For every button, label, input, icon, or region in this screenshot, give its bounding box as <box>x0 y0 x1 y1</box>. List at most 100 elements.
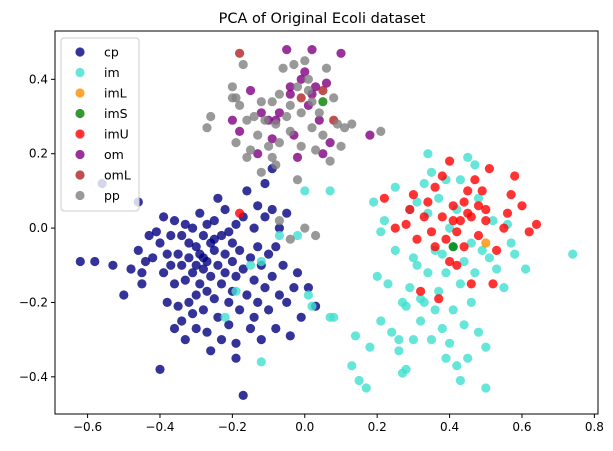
point-om <box>245 85 256 96</box>
point-cp <box>108 260 118 270</box>
point-cp <box>195 279 205 289</box>
point-cp <box>177 316 187 326</box>
point-im <box>394 346 404 356</box>
point-pp <box>285 100 295 110</box>
point-om <box>300 67 310 77</box>
point-imU <box>510 171 520 181</box>
point-im <box>499 283 509 293</box>
point-cp <box>191 242 201 252</box>
point-cp <box>282 297 292 307</box>
point-cp <box>245 323 256 334</box>
point-im <box>470 160 480 170</box>
point-cp <box>180 275 190 285</box>
point-im <box>307 301 317 311</box>
point-pp <box>325 156 335 166</box>
point-imU <box>445 256 455 267</box>
point-imS <box>448 242 458 252</box>
point-im <box>408 335 418 345</box>
point-cp <box>206 346 216 356</box>
point-pp <box>256 167 266 177</box>
point-im <box>347 361 357 371</box>
legend-marker-pp <box>75 190 85 201</box>
point-cp <box>253 201 263 211</box>
point-im <box>256 256 266 267</box>
point-cp <box>126 264 136 274</box>
point-pp <box>285 234 295 244</box>
point-pp <box>249 111 259 122</box>
point-im <box>466 297 476 307</box>
point-cp <box>184 253 194 263</box>
point-cp <box>184 238 194 248</box>
point-pp <box>314 108 324 118</box>
point-im <box>397 297 408 307</box>
point-im <box>423 268 433 278</box>
point-pp <box>274 216 284 226</box>
point-pp <box>256 97 266 107</box>
point-cp <box>220 268 230 278</box>
point-om <box>227 115 237 125</box>
point-im <box>521 264 531 274</box>
point-pp <box>300 56 310 66</box>
legend-label-imU: imU <box>104 127 129 142</box>
point-cp <box>278 260 288 270</box>
point-im <box>459 256 469 267</box>
point-im <box>426 335 437 345</box>
point-pp <box>227 93 237 103</box>
point-im <box>372 271 382 281</box>
legend-marker-cp <box>75 47 85 57</box>
point-im <box>325 186 335 196</box>
point-im <box>354 375 364 386</box>
point-om <box>336 48 346 58</box>
point-cp <box>260 178 270 189</box>
point-cp <box>140 256 151 267</box>
point-cp <box>198 264 208 274</box>
point-cp <box>256 335 266 345</box>
point-pp <box>311 145 321 155</box>
point-cp <box>169 279 180 289</box>
point-imU <box>390 223 400 233</box>
legend-box <box>60 37 140 212</box>
point-om <box>321 78 332 88</box>
point-cp <box>224 320 234 330</box>
point-cp <box>242 186 252 196</box>
point-om <box>282 45 292 55</box>
point-om <box>292 152 303 162</box>
point-imU <box>423 197 433 207</box>
point-im <box>437 323 447 334</box>
legend-marker-imL <box>75 88 85 98</box>
point-cp <box>198 253 208 263</box>
point-im <box>437 249 447 259</box>
point-cp <box>274 290 284 300</box>
point-cp <box>264 249 274 259</box>
point-pp <box>245 145 256 155</box>
point-im <box>419 297 429 307</box>
point-cp <box>191 260 201 270</box>
point-cp <box>144 230 154 241</box>
point-imU <box>477 186 487 196</box>
point-im <box>455 279 465 289</box>
point-im <box>416 316 426 326</box>
point-im <box>376 316 386 326</box>
point-imU <box>448 201 458 211</box>
point-om <box>253 149 263 159</box>
point-om <box>267 134 277 144</box>
point-imU <box>445 156 455 166</box>
point-imU <box>488 279 498 289</box>
point-im <box>434 286 444 296</box>
point-imU <box>481 216 491 226</box>
point-pp <box>253 130 263 140</box>
point-omL <box>235 48 245 58</box>
point-im <box>220 312 230 322</box>
point-om <box>318 149 328 159</box>
point-cp <box>231 338 241 348</box>
point-pp <box>206 111 216 122</box>
point-cp <box>137 279 147 289</box>
point-pp <box>296 141 306 151</box>
point-cp <box>173 301 183 311</box>
point-imU <box>459 242 469 252</box>
point-im <box>448 305 458 315</box>
point-cp <box>253 242 263 252</box>
point-imU <box>470 175 480 185</box>
point-cp <box>159 268 169 278</box>
